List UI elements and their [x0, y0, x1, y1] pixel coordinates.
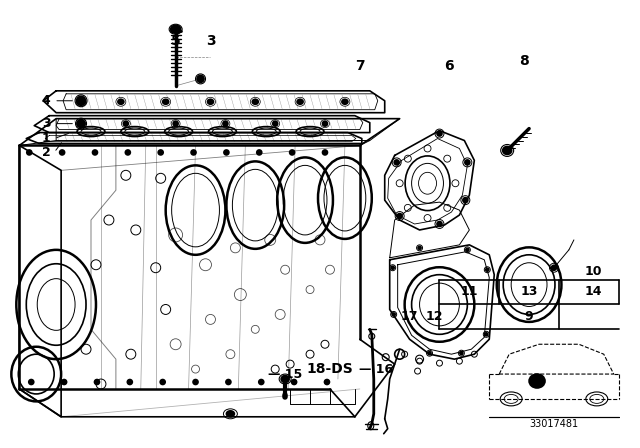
- Ellipse shape: [342, 99, 348, 104]
- Ellipse shape: [77, 120, 85, 128]
- Ellipse shape: [437, 131, 442, 136]
- Ellipse shape: [486, 268, 489, 271]
- Ellipse shape: [207, 99, 214, 104]
- Text: 4: 4: [42, 94, 51, 107]
- Ellipse shape: [502, 146, 511, 155]
- Text: 3: 3: [42, 117, 51, 130]
- Ellipse shape: [61, 379, 67, 384]
- Ellipse shape: [323, 121, 328, 126]
- Ellipse shape: [297, 99, 303, 104]
- Ellipse shape: [552, 265, 556, 270]
- Ellipse shape: [391, 266, 394, 269]
- Ellipse shape: [292, 379, 296, 384]
- Text: 3: 3: [205, 34, 215, 48]
- Text: — 16: — 16: [358, 362, 393, 375]
- Ellipse shape: [125, 150, 131, 155]
- Ellipse shape: [158, 150, 163, 155]
- Ellipse shape: [163, 99, 169, 104]
- Ellipse shape: [224, 150, 229, 155]
- Ellipse shape: [171, 25, 180, 33]
- Ellipse shape: [223, 121, 228, 126]
- Ellipse shape: [465, 160, 470, 165]
- Ellipse shape: [273, 121, 278, 126]
- Text: 5: 5: [171, 34, 180, 48]
- Text: 18-DS: 18-DS: [307, 362, 353, 376]
- Ellipse shape: [77, 96, 86, 105]
- Ellipse shape: [466, 248, 469, 251]
- Ellipse shape: [290, 150, 294, 155]
- Text: 13: 13: [520, 285, 538, 298]
- Ellipse shape: [191, 150, 196, 155]
- Text: 8: 8: [519, 54, 529, 68]
- Ellipse shape: [397, 214, 402, 219]
- Ellipse shape: [78, 99, 84, 104]
- Ellipse shape: [95, 379, 99, 384]
- Text: 11: 11: [461, 285, 478, 298]
- Text: — 15: — 15: [268, 367, 302, 380]
- Text: 6: 6: [445, 59, 454, 73]
- Ellipse shape: [392, 313, 395, 316]
- Ellipse shape: [60, 150, 65, 155]
- Ellipse shape: [173, 121, 178, 126]
- Ellipse shape: [27, 150, 32, 155]
- Ellipse shape: [193, 379, 198, 384]
- Ellipse shape: [118, 99, 124, 104]
- Ellipse shape: [124, 121, 129, 126]
- Ellipse shape: [252, 99, 259, 104]
- Ellipse shape: [259, 379, 264, 384]
- Text: 33017481: 33017481: [529, 419, 579, 429]
- Ellipse shape: [257, 150, 262, 155]
- Ellipse shape: [418, 246, 421, 250]
- Ellipse shape: [484, 333, 488, 336]
- Ellipse shape: [394, 160, 399, 165]
- Text: 12: 12: [426, 310, 444, 323]
- Ellipse shape: [79, 121, 84, 126]
- Ellipse shape: [463, 198, 468, 202]
- Ellipse shape: [227, 411, 234, 417]
- Ellipse shape: [324, 379, 330, 384]
- Text: 7: 7: [355, 59, 365, 73]
- Text: 10: 10: [585, 265, 602, 278]
- Ellipse shape: [160, 379, 165, 384]
- Ellipse shape: [127, 379, 132, 384]
- Ellipse shape: [529, 374, 545, 388]
- Text: 9: 9: [525, 310, 533, 323]
- Ellipse shape: [29, 379, 34, 384]
- Ellipse shape: [93, 150, 97, 155]
- Text: 2: 2: [42, 146, 51, 159]
- Text: 1: 1: [42, 132, 51, 145]
- Text: 17: 17: [401, 310, 419, 323]
- Ellipse shape: [323, 150, 328, 155]
- Text: 14: 14: [585, 285, 602, 298]
- Ellipse shape: [281, 375, 289, 383]
- Ellipse shape: [428, 352, 431, 355]
- Ellipse shape: [226, 379, 231, 384]
- Ellipse shape: [460, 352, 463, 355]
- Ellipse shape: [437, 221, 442, 227]
- Ellipse shape: [197, 75, 204, 82]
